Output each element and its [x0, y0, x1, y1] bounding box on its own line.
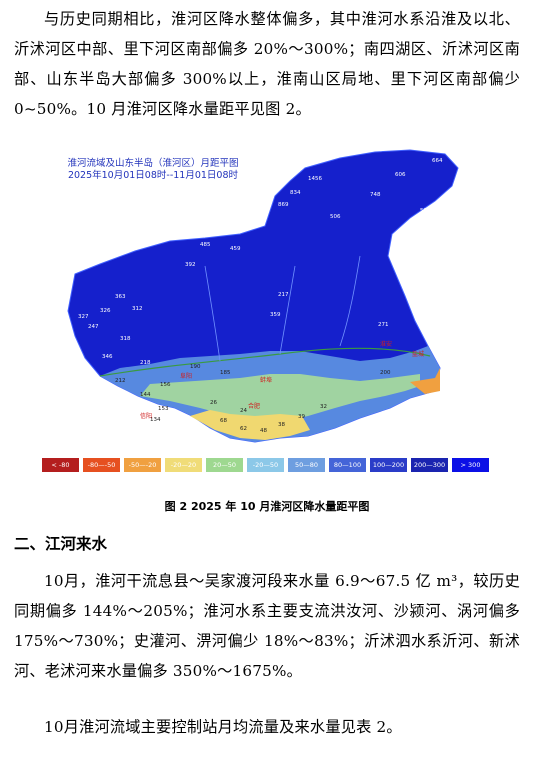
map-label: 505 — [420, 208, 431, 214]
city-label: 信阳 — [140, 412, 152, 420]
map-label: 1456 — [308, 176, 322, 182]
map-label: 190 — [190, 364, 201, 370]
map-label: 748 — [370, 192, 381, 198]
map-label: 485 — [200, 242, 211, 248]
map-label: 200 — [380, 370, 391, 376]
legend-item: -80—-50 — [83, 458, 120, 472]
map-label: 134 — [150, 417, 161, 423]
map-label: 459 — [230, 246, 241, 252]
precipitation-anomaly-map: 1456 664 834 606 869 748 506 505 485 459… — [40, 146, 490, 480]
map-label: 506 — [330, 214, 341, 220]
map-label: 38 — [278, 422, 285, 428]
paragraph-river-inflow: 10月，淮河干流息县～吴家渡河段来水量 6.9～67.5 亿 m³，较历史同期偏… — [14, 572, 520, 680]
map-label: 185 — [220, 370, 231, 376]
map-label: 26 — [210, 400, 217, 406]
city-label: 合肥 — [248, 402, 260, 410]
map-legend: < -80 -80—-50 -50—-20 -20—20 20—50 -20—50 50—8… — [42, 458, 489, 472]
map-label: 48 — [260, 428, 267, 434]
map-label: 664 — [432, 158, 443, 164]
map-label: 217 — [278, 292, 289, 298]
legend-item: -20—20 — [165, 458, 202, 472]
map-label: 318 — [120, 336, 131, 342]
map-label: 212 — [115, 378, 126, 384]
map-label: 346 — [102, 354, 113, 360]
map-label: 153 — [158, 406, 169, 412]
map-label: 39 — [298, 414, 305, 420]
legend-item: 200—300 — [411, 458, 448, 472]
map-title: 淮河流域及山东半岛（淮河区）月距平图 2025年10月01日08时--11月01… — [58, 158, 248, 182]
paragraph-table-reference: 10月淮河流域主要控制站月均流量及来水量见表 2。 — [44, 718, 402, 736]
map-title-line2: 2025年10月01日08时--11月01日08时 — [67, 170, 239, 181]
map-label: 869 — [278, 202, 289, 208]
city-label: 阜阳 — [180, 372, 192, 380]
paragraph-precipitation: 与历史同期相比，淮河区降水整体偏多，其中淮河水系沿淮及以北、沂沭河区中部、里下河… — [14, 10, 520, 118]
legend-item: > 300 — [452, 458, 489, 472]
map-label: 24 — [240, 408, 247, 414]
legend-item: -50—-20 — [124, 458, 161, 472]
map-label: 32 — [320, 404, 327, 410]
map-title-line1: 淮河流域及山东半岛（淮河区）月距平图 — [67, 158, 239, 169]
map-label: 312 — [132, 306, 143, 312]
map-label: 156 — [160, 382, 171, 388]
map-label: 68 — [220, 418, 227, 424]
map-label: 327 — [78, 314, 89, 320]
legend-item: -20—50 — [247, 458, 284, 472]
map-label: 834 — [290, 190, 301, 196]
map-label: 363 — [115, 294, 126, 300]
map-label: 606 — [395, 172, 406, 178]
map-graphic: 1456 664 834 606 869 748 506 505 485 459… — [67, 149, 459, 443]
map-label: 62 — [240, 426, 247, 432]
city-label: 盐城 — [412, 350, 424, 358]
legend-item: 20—50 — [206, 458, 243, 472]
city-label: 蚌埠 — [260, 376, 272, 384]
legend-item: 100—200 — [370, 458, 407, 472]
map-label: 218 — [140, 360, 151, 366]
figure-caption: 图 2 2025 年 10 月淮河区降水量距平图 — [164, 500, 370, 513]
map-label: 359 — [270, 312, 281, 318]
map-label: 247 — [88, 324, 99, 330]
section-heading: 二、江河来水 — [14, 535, 108, 553]
map-label: 392 — [185, 262, 196, 268]
legend-item: 80—100 — [329, 458, 366, 472]
legend-item: < -80 — [42, 458, 79, 472]
legend-item: 50—80 — [288, 458, 325, 472]
map-label: 271 — [378, 322, 389, 328]
city-label: 淮安 — [380, 340, 392, 348]
map-label: 326 — [100, 308, 111, 314]
map-label: 144 — [140, 392, 151, 398]
